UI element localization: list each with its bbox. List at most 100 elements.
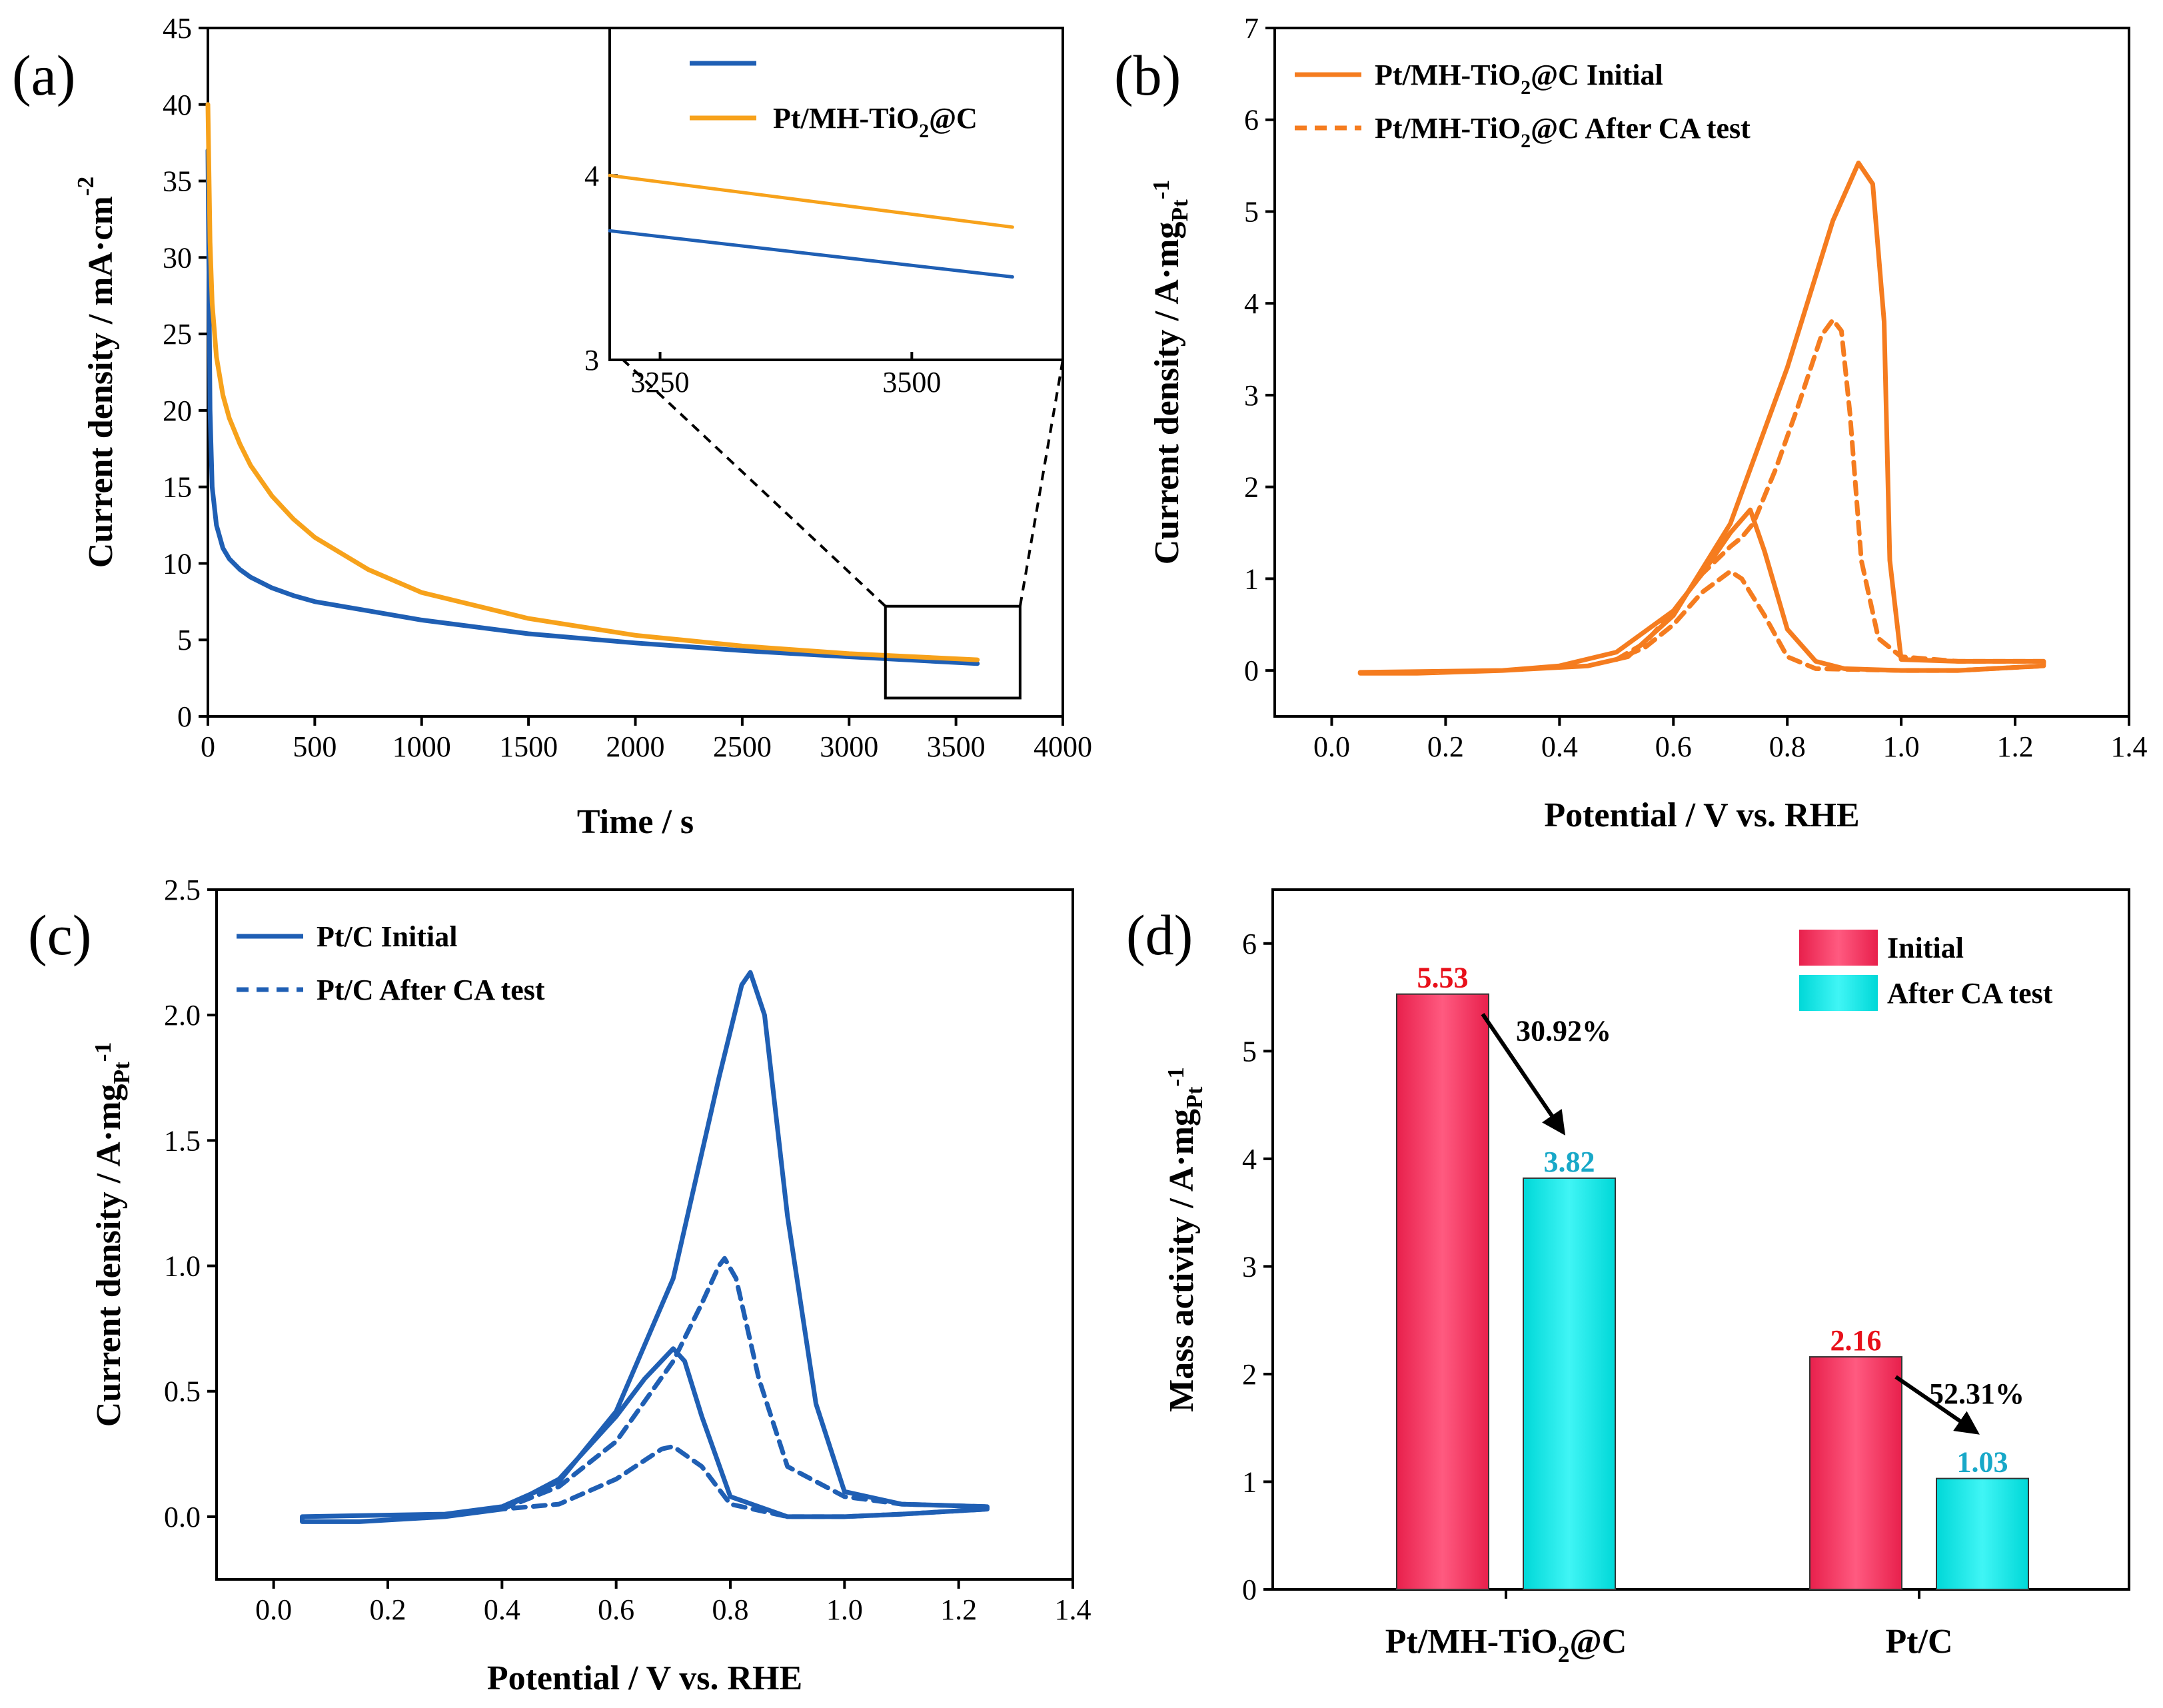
x-axis-label: Time / s [577,803,694,841]
y-axis-label-part: Pt [1166,199,1193,222]
x-category-label: Pt/C [1885,1623,1952,1661]
decrease-percent-label: 30.92% [1516,1015,1611,1048]
legend-label-part: Pt/MH-TiO [773,102,919,135]
legend-label-part: @C After CA test [1531,112,1751,145]
y-axis-label: Current density / mA·cm-2 [72,177,120,568]
legend-label: Initial [1887,932,1964,964]
inset-series-mh-tio2-line [608,173,1014,229]
legend-swatch [1799,975,1878,1011]
decrease-percent-label: 52.31% [1929,1377,2024,1410]
y-axis-label-part: -1 [89,1042,116,1062]
y-tick-label: 0 [1242,1573,1257,1606]
series-mh-tio2-line [205,102,980,662]
legend-label: Pt/MH-TiO2@C Initial [1375,59,1663,99]
legend-label-part: @C Initial [1531,59,1663,91]
y-axis-label-part: Current density / A·mg [90,1084,128,1427]
x-tick-label: 500 [293,730,337,763]
x-tick-label: 1000 [392,730,451,763]
x-category-label-part: Pt/C [1885,1623,1952,1661]
y-tick-label: 25 [163,318,192,351]
legend-label: Pt/C After CA test [317,974,545,1006]
inset-x-tick-label: 3250 [631,366,690,399]
x-category-label: Pt/MH-TiO2@C [1385,1623,1627,1667]
panel-label: (d) [1126,903,1193,967]
x-tick-label: 4000 [1034,730,1092,763]
x-tick-label: 1.4 [1055,1593,1091,1626]
x-category-label-part: @C [1569,1623,1627,1661]
legend-label-part: Pt/C Initial [317,920,457,953]
x-tick-label: 0.6 [1655,730,1692,763]
panel-label: (c) [28,903,91,967]
legend-label-part: 2 [1521,130,1531,152]
x-tick-label: 3500 [927,730,986,763]
y-tick-label: 6 [1244,104,1259,137]
x-tick-label: 1.2 [1997,730,2034,763]
y-tick-label: 5 [1242,1035,1257,1068]
x-tick-label: 1500 [499,730,558,763]
series-ptc-line [205,148,980,666]
y-axis-label-part: -1 [1162,1067,1189,1086]
legend-label: Pt/C Initial [317,920,457,953]
x-tick-label: 0 [201,730,215,763]
zoom-connector [1018,359,1064,607]
x-tick-label: 1.0 [1883,730,1920,763]
y-tick-label: 0.5 [164,1375,201,1408]
zoom-box [884,604,1022,700]
y-axis-label: Current density / A·mgPt-1 [1147,180,1193,565]
panel-d: 0 1 2 3 4 5 6 Mass activity / A·mgPt-1 (d) Pt/MH-… [1126,888,2130,1667]
y-tick-label: 5 [1244,195,1259,228]
y-axis-label-part: Pt [1181,1086,1207,1109]
y-tick-label: 7 [1244,12,1259,45]
y-tick-label: 0 [177,700,192,733]
y-tick-label: 1 [1244,562,1259,595]
x-tick-label: 1.0 [826,1593,863,1626]
inset-y-tick-label: 4 [584,159,599,192]
legend-label-part: 2 [1521,77,1531,99]
y-axis-label-part: -1 [1147,180,1174,199]
x-tick-label: 0.4 [484,1593,520,1626]
legend-label: Pt/MH-TiO2@C After CA test [1375,112,1751,152]
legend-label-part: Pt/C After CA test [317,974,545,1006]
y-tick-label: 15 [163,471,192,504]
x-tick-label: 0.2 [1427,730,1464,763]
y-tick-label: 0 [1244,654,1259,687]
x-tick-label: 3000 [820,730,878,763]
panel-c: 0.0 0.2 0.4 0.6 0.8 1.0 1.2 1.4 0.0 0.5 1.0 1.5 2.0 2… [28,874,1091,1697]
bar-initial [1396,993,1489,1590]
panel-label: (a) [12,43,75,107]
legend-swatch [1799,930,1878,966]
inset-frame [608,27,1064,361]
decrease-arrow [1481,1013,1566,1136]
y-axis-label: Current density / A·mgPt-1 [89,1042,135,1427]
y-tick-label: 1.5 [164,1124,201,1157]
y-tick-label: 30 [163,241,192,274]
x-tick-label: 2000 [606,730,665,763]
x-tick-label: 0.0 [255,1593,292,1626]
x-tick-label: 0.8 [712,1593,749,1626]
legend-label-part: Pt/MH-TiO [1375,59,1521,91]
inset-y-tick-label: 3 [584,344,599,377]
bar-value-label: 2.16 [1830,1324,1882,1357]
bar-value-label: 3.82 [1544,1146,1595,1178]
y-tick-label: 10 [163,547,192,580]
y-tick-label: 35 [163,165,192,198]
legend-label: After CA test [1887,977,2053,1010]
y-axis-label-part: Mass activity / A·mg [1163,1109,1201,1412]
series-after-ca-line [499,1256,990,1519]
plot-frame [215,888,1074,1581]
series-initial-line [300,970,990,1524]
legend-label-part: @C [929,102,978,135]
bar-value-label: 1.03 [1957,1446,2008,1479]
x-tick-label: 0.2 [370,1593,406,1626]
series-after-ca-line [1614,317,2046,673]
plot-frame [1271,888,2130,1591]
inset-x-tick-label: 3500 [882,366,941,399]
legend-label: Pt/MH-TiO2@C [773,102,978,142]
x-tick-label: 1.2 [940,1593,977,1626]
y-tick-label: 2 [1244,471,1259,504]
series-initial-line [1357,161,2046,676]
panel-a: 0 500 1000 1500 2000 2500 3000 3500 4000 0 5 10 15 20… [12,12,1092,841]
bar-after-ca [1936,1477,2029,1591]
legend-label-part: 2 [919,120,929,142]
y-tick-label: 3 [1244,379,1259,412]
